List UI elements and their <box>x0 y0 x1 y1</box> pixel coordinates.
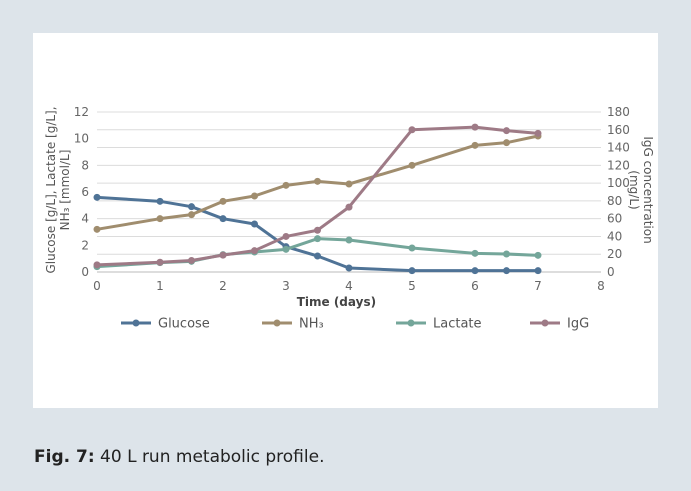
data-point-lactate <box>471 249 479 257</box>
data-point-igg <box>345 203 353 211</box>
data-point-glucose <box>93 193 101 201</box>
data-point-nh <box>503 139 510 147</box>
data-point-nh <box>408 161 416 169</box>
x-tick-label: 7 <box>534 279 542 293</box>
y-left-tick-label: 10 <box>74 132 89 146</box>
x-tick-label: 5 <box>408 279 416 293</box>
series-line-igg <box>96 125 539 267</box>
data-point-lactate <box>282 245 290 253</box>
x-tick-label: 0 <box>93 279 101 293</box>
x-tick-label: 4 <box>345 279 353 293</box>
figure-panel: 0 1 2 3 4 5 6 7 8 0 2 4 6 8 10 12 0 20 40 60 80 100 120 140 160 1… <box>33 33 658 408</box>
y-left-tick-label: 6 <box>81 185 89 199</box>
caption-prefix: Fig. 7: <box>34 447 95 467</box>
y-right-tick-label: 80 <box>607 194 622 208</box>
y-left-tick-label: 12 <box>74 105 89 119</box>
y-left-axis-label-line1: Glucose [g/L], Lactate [g/L], <box>44 106 58 273</box>
x-axis-label: Time (days) <box>297 295 376 309</box>
y-left-axis-label-line2: NH₃ [mmol/L] <box>58 150 72 231</box>
data-point-igg <box>188 256 195 264</box>
legend-swatch-marker-lactate <box>407 319 415 327</box>
legend-label-glucose: Glucose <box>158 317 210 332</box>
y-right-tick-label: 100 <box>607 176 630 190</box>
y-right-tick-label: 20 <box>607 247 622 261</box>
data-point-nh <box>219 197 227 205</box>
caption-text: 40 L run metabolic profile. <box>94 447 325 467</box>
data-point-nh <box>471 141 479 149</box>
data-point-nh <box>345 180 353 188</box>
data-point-nh <box>314 177 321 185</box>
data-point-nh <box>282 181 290 189</box>
y-right-tick-label: 160 <box>607 123 630 137</box>
data-point-glucose <box>156 197 164 205</box>
y-right-axis-label-line1: IgG concentration <box>641 136 655 243</box>
data-point-igg <box>408 126 416 134</box>
data-point-glucose <box>314 252 321 260</box>
legend: Glucose NH₃ Lactate IgG <box>121 317 589 332</box>
data-point-glucose <box>251 220 258 228</box>
series-line-nh <box>96 134 539 231</box>
data-point-igg <box>314 226 321 234</box>
y-right-axis-label-line2: (mg/L) <box>627 170 641 209</box>
data-point-nh <box>251 192 258 200</box>
data-point-igg <box>251 247 258 255</box>
legend-label-igg: IgG <box>567 317 589 332</box>
grid-lines <box>97 111 601 273</box>
y-left-tick-label: 4 <box>81 212 89 226</box>
data-point-igg <box>219 251 227 259</box>
data-point-nh <box>156 215 164 223</box>
y-right-tick-label: 140 <box>607 141 630 155</box>
y-right-tick-label: 0 <box>607 265 615 279</box>
data-point-lactate <box>345 236 353 244</box>
data-point-glucose <box>345 264 353 272</box>
series-lines <box>93 123 542 275</box>
data-point-igg <box>503 127 510 135</box>
data-point-glucose <box>534 267 542 275</box>
x-tick-label: 3 <box>282 279 290 293</box>
legend-label-lactate: Lactate <box>433 317 482 332</box>
series-line-glucose <box>96 195 538 273</box>
data-point-glucose <box>219 215 227 223</box>
x-tick-label: 2 <box>219 279 227 293</box>
data-point-lactate <box>534 251 542 259</box>
y-right-tick-label: 40 <box>607 229 622 243</box>
data-point-igg <box>93 261 101 269</box>
data-point-igg <box>282 232 290 240</box>
y-right-tick-label: 120 <box>607 158 630 172</box>
legend-label-nh: NH₃ <box>299 317 324 332</box>
y-left-tick-label: 0 <box>81 265 89 279</box>
data-point-igg <box>471 123 479 131</box>
y-left-tick-label: 2 <box>81 238 89 252</box>
y-right-tick-label: 180 <box>607 105 630 119</box>
data-point-nh <box>93 225 101 233</box>
legend-swatch-marker-igg <box>541 319 549 327</box>
data-point-glucose <box>503 267 510 275</box>
legend-swatch-marker-nh <box>273 319 281 327</box>
data-point-lactate <box>408 244 416 252</box>
y-left-tick-label: 8 <box>81 158 89 172</box>
data-point-glucose <box>188 203 195 211</box>
data-point-lactate <box>314 235 321 243</box>
data-point-nh <box>188 211 195 219</box>
figure-caption: Fig. 7: 40 L run metabolic profile. <box>34 447 324 467</box>
data-point-glucose <box>408 267 416 275</box>
data-point-igg <box>156 258 164 266</box>
x-tick-label: 6 <box>471 279 479 293</box>
data-point-igg <box>534 129 542 137</box>
x-tick-label: 1 <box>156 279 164 293</box>
data-point-lactate <box>503 250 510 258</box>
axes: 0 1 2 3 4 5 6 7 80246810120204060801001201401601… <box>44 105 655 309</box>
chart: 0 1 2 3 4 5 6 7 80246810120204060801001201401601… <box>44 105 655 332</box>
legend-swatch-marker-glucose <box>132 319 140 327</box>
y-right-tick-label: 60 <box>607 212 622 226</box>
x-tick-label: 8 <box>597 279 605 293</box>
data-point-glucose <box>471 267 479 275</box>
